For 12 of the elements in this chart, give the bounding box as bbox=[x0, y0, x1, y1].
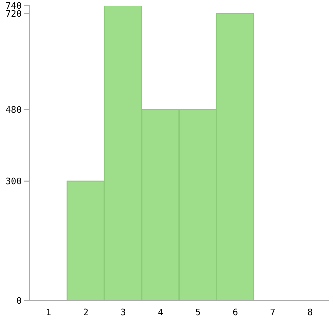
x-tick-label: 3 bbox=[120, 308, 126, 318]
x-tick-label: 5 bbox=[195, 308, 201, 318]
x-tick-label: 1 bbox=[46, 308, 52, 318]
x-tick-label: 4 bbox=[158, 308, 164, 318]
y-tick-label: 480 bbox=[6, 106, 22, 116]
x-tick-label: 6 bbox=[232, 308, 238, 318]
x-tick-label: 8 bbox=[308, 308, 314, 318]
y-tick-label: 0 bbox=[16, 297, 22, 308]
y-tick-label: 300 bbox=[6, 178, 22, 188]
x-tick-label: 7 bbox=[270, 308, 276, 318]
x-tick-label: 2 bbox=[83, 308, 89, 318]
y-tick-label: 720 bbox=[6, 10, 22, 20]
